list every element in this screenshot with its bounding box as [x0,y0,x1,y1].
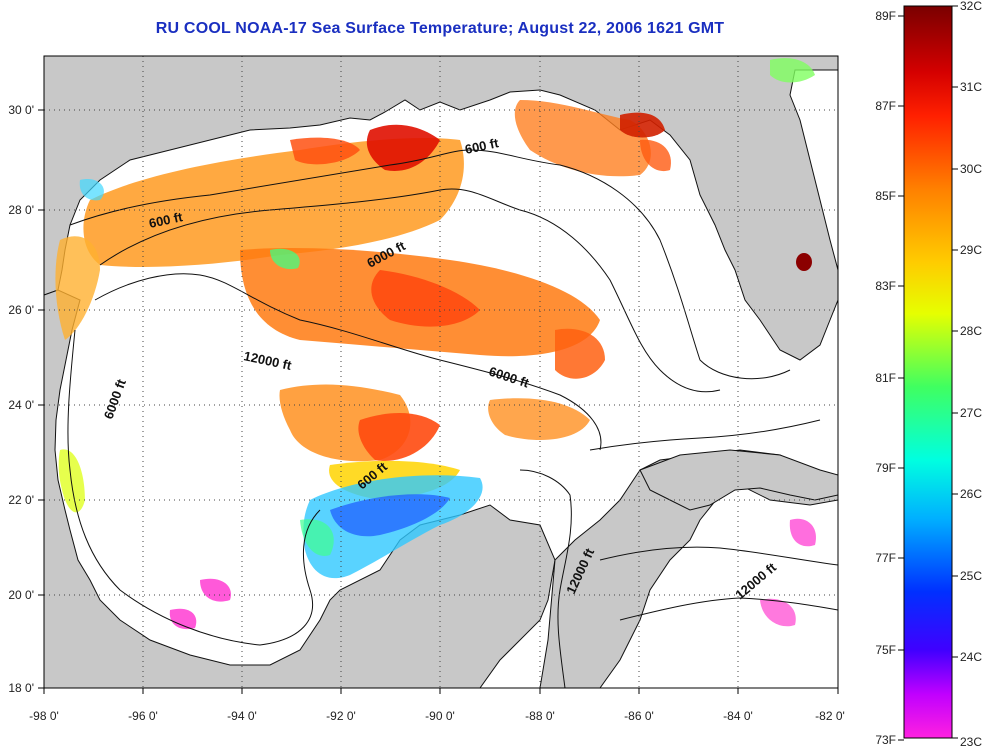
colorbar-f-label: 75F [875,643,896,657]
lon-tick-label: -90 0' [425,709,455,723]
colorbar-c-label: 29C [960,243,982,257]
lon-tick-labels: -98 0' -96 0' -94 0' -92 0' -90 0' -88 0… [29,709,845,723]
colorbar-c-label: 30C [960,162,982,176]
colorbar-c-label: 26C [960,487,982,501]
lat-tick-label: 28 0' [8,203,34,217]
lat-tick-labels: 18 0' 20 0' 22 0' 24 0' 26 0' 28 0' 30 0… [8,103,34,695]
colorbar-f-label: 81F [875,371,896,385]
lon-tick-label: -98 0' [29,709,59,723]
lat-tick-label: 30 0' [8,103,34,117]
lon-tick-label: -84 0' [723,709,753,723]
colorbar-gradient [903,5,953,739]
colorbar-f-label: 83F [875,279,896,293]
colorbar-f-label: 79F [875,461,896,475]
colorbar-f-label: 89F [875,9,896,23]
colorbar-f-label: 77F [875,551,896,565]
axis-ticks [38,109,839,694]
colorbar-f-label: 87F [875,99,896,113]
colorbar-c-label: 31C [960,80,982,94]
colorbar-f-label: 73F [875,733,896,747]
colorbar-c-label: 28C [960,324,982,338]
bathymetry-contours [67,149,838,688]
colorbar: 89F 87F 85F 83F 81F 79F 77F 75F 73F 32C … [875,0,982,749]
lat-tick-label: 24 0' [8,398,34,412]
colorbar-c-label: 25C [960,569,982,583]
land [44,56,838,688]
colorbar-f-label: 85F [875,189,896,203]
lat-tick-label: 26 0' [8,303,34,317]
map-title: RU COOL NOAA-17 Sea Surface Temperature;… [155,20,725,37]
lat-tick-label: 18 0' [8,681,34,695]
sst-data-layer [55,58,816,630]
lake-okeechobee [796,253,812,271]
colorbar-c-label: 27C [960,406,982,420]
lat-tick-label: 20 0' [8,588,34,602]
lat-tick-label: 22 0' [8,493,34,507]
contour-label: 600 ft [148,209,185,231]
colorbar-c-label: 23C [960,735,982,749]
contour-label: 600 ft [464,135,501,157]
lon-tick-label: -86 0' [624,709,654,723]
lon-tick-label: -92 0' [326,709,356,723]
lon-tick-label: -82 0' [815,709,845,723]
graticule [44,56,838,688]
colorbar-c-label: 24C [960,650,982,664]
lon-tick-label: -88 0' [525,709,555,723]
lon-tick-label: -94 0' [227,709,257,723]
lon-tick-label: -96 0' [128,709,158,723]
plot-frame [43,55,839,689]
colorbar-c-label: 32C [960,0,982,13]
